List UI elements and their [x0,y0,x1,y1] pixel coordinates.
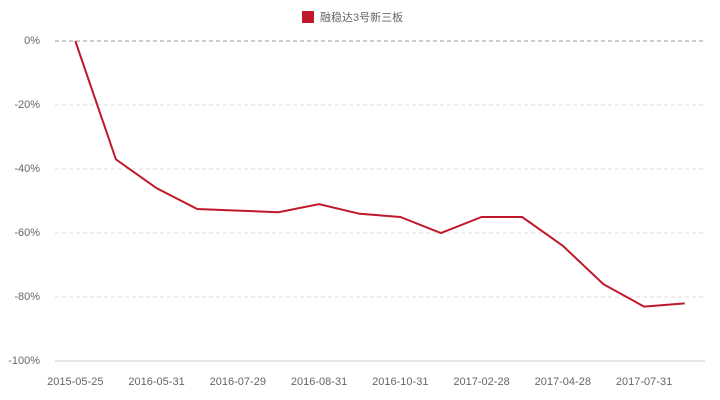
x-tick-label: 2016-05-31 [128,376,184,388]
x-tick-label: 2016-10-31 [372,376,428,388]
x-tick-label: 2016-07-29 [210,376,266,388]
legend-label: 融稳达3号新三板 [320,10,403,24]
y-tick-label: -100% [8,355,40,367]
legend-swatch [302,11,314,23]
y-tick-label: 0% [24,35,40,47]
y-tick-label: -80% [14,291,40,303]
line [74,40,685,308]
x-tick-label: 2017-04-28 [535,376,591,388]
x-tick-label: 2016-08-31 [291,376,347,388]
x-tick-label: 2017-07-31 [616,376,672,388]
y-tick-label: -40% [14,163,40,175]
y-tick-label: -20% [14,99,40,111]
x-tick-label: 2015-05-25 [47,376,103,388]
x-tick-label: 2017-02-28 [453,376,509,388]
y-tick-label: -60% [14,227,40,239]
